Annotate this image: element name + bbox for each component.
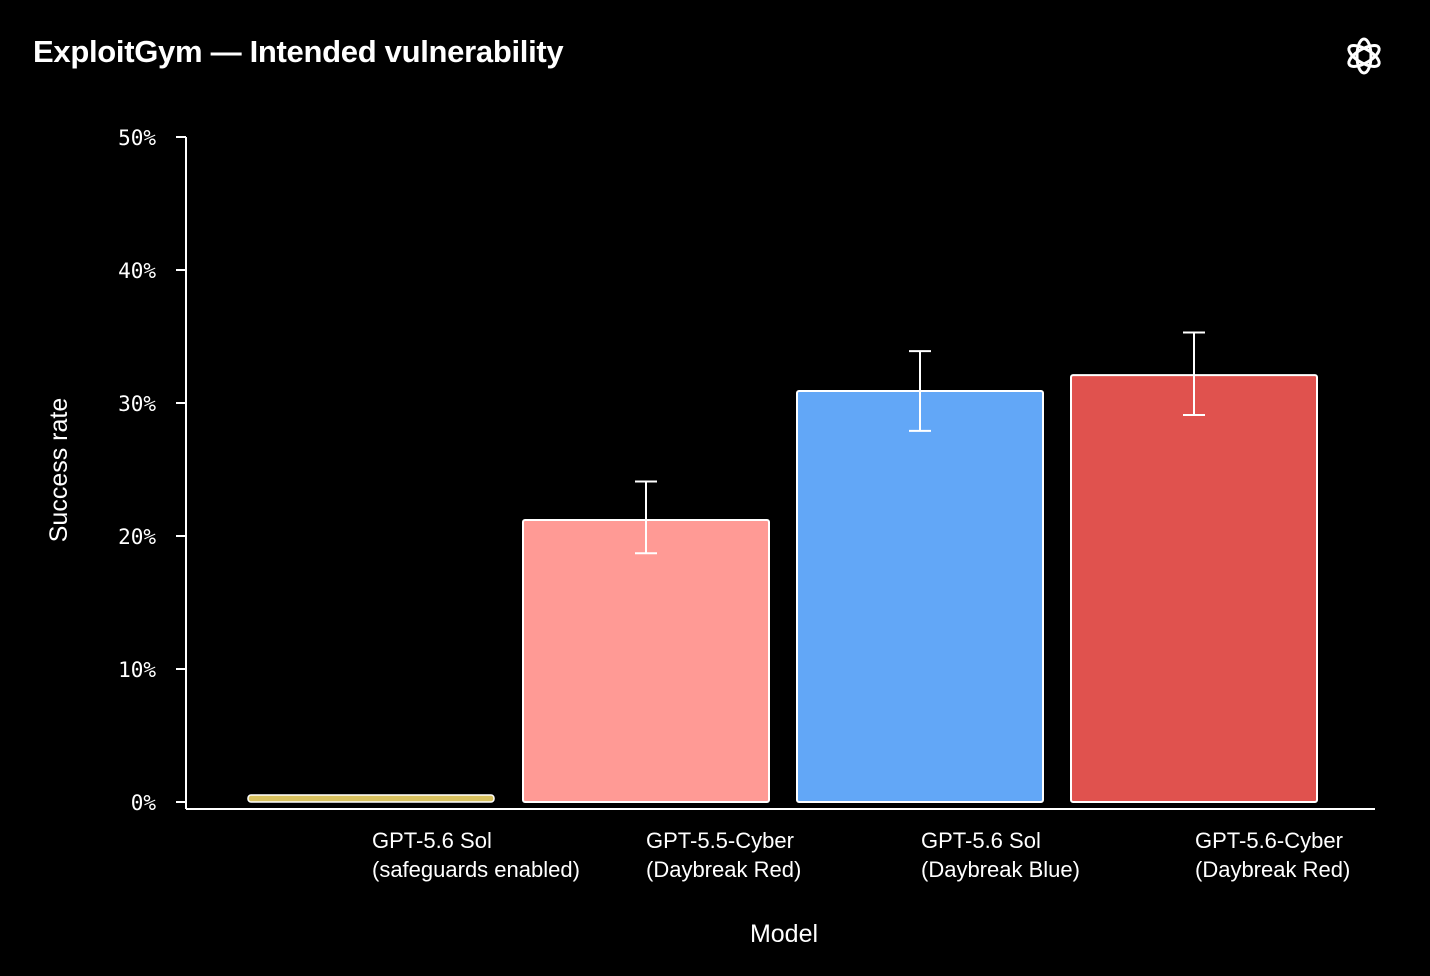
x-category-label: (Daybreak Blue) [921, 857, 1080, 882]
bar [522, 519, 770, 803]
bar [796, 390, 1044, 803]
x-category-label: (Daybreak Red) [1195, 857, 1350, 882]
y-tick-label: 30% [118, 392, 156, 416]
x-category-label: GPT-5.6-Cyber [1195, 828, 1343, 853]
openai-logo-icon [1347, 37, 1381, 75]
x-axis-title: Model [750, 920, 818, 948]
y-tick-label: 0% [131, 791, 157, 815]
x-category-label: (Daybreak Red) [646, 857, 801, 882]
x-category-label: GPT-5.6 Sol [372, 828, 492, 853]
y-tick-label: 10% [118, 658, 156, 682]
x-category-label: (safeguards enabled) [372, 857, 580, 882]
y-tick-label: 40% [118, 259, 156, 283]
y-tick-label: 50% [118, 126, 156, 150]
x-category-label: GPT-5.6 Sol [921, 828, 1041, 853]
bar [1070, 374, 1318, 803]
y-axis-title: Success rate [45, 398, 73, 543]
chart-title: ExploitGym — Intended vulnerability [33, 34, 564, 69]
x-category-label: GPT-5.5-Cyber [646, 828, 794, 853]
y-tick-label: 20% [118, 525, 156, 549]
bar [247, 794, 495, 803]
